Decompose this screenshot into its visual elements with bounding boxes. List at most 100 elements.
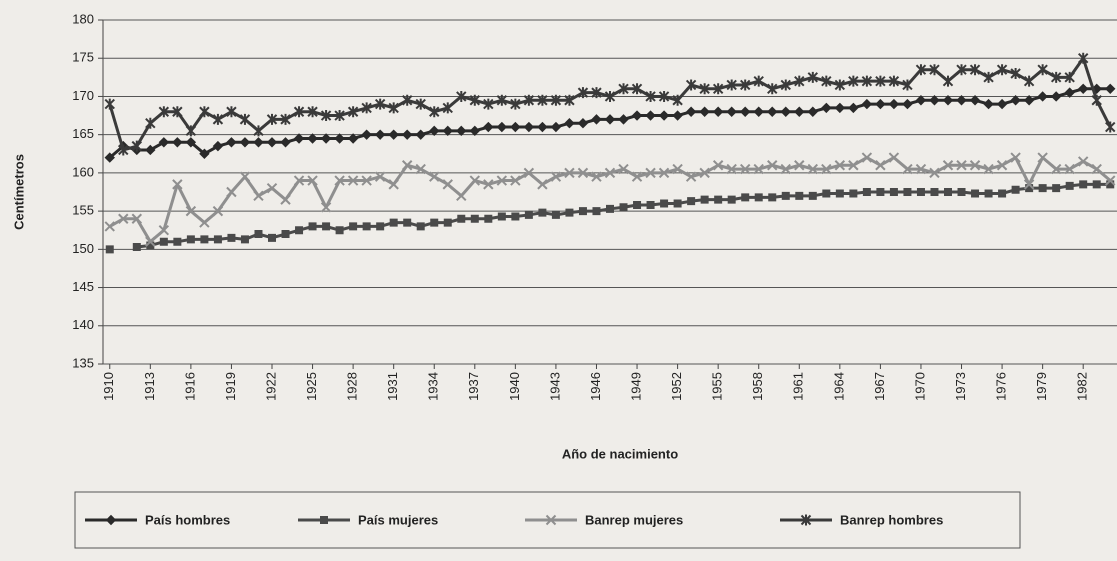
marker <box>658 90 670 102</box>
marker <box>658 167 670 179</box>
marker <box>577 167 589 179</box>
marker <box>523 167 535 179</box>
y-tick-label: 155 <box>72 203 94 218</box>
marker <box>104 98 115 110</box>
y-tick-label: 140 <box>72 317 94 332</box>
marker <box>362 222 371 231</box>
marker <box>266 182 278 194</box>
marker <box>902 79 913 91</box>
marker <box>401 129 413 140</box>
marker <box>807 163 819 175</box>
marker <box>430 218 439 227</box>
marker <box>496 121 508 133</box>
marker <box>550 94 562 106</box>
marker <box>565 208 574 217</box>
marker <box>429 125 440 137</box>
marker <box>739 79 751 91</box>
marker <box>415 163 426 175</box>
marker <box>253 125 264 137</box>
marker <box>389 218 398 227</box>
marker <box>523 121 535 133</box>
marker <box>915 64 927 76</box>
marker <box>753 163 764 175</box>
marker <box>483 98 494 110</box>
marker <box>875 98 886 110</box>
marker <box>834 160 846 171</box>
marker <box>984 189 993 198</box>
y-tick-label: 170 <box>72 88 94 103</box>
marker <box>996 64 1008 76</box>
marker <box>199 217 210 228</box>
marker <box>592 207 601 216</box>
x-tick-label: 1949 <box>628 372 643 401</box>
marker <box>753 106 764 117</box>
marker <box>347 106 359 118</box>
marker <box>861 98 873 110</box>
marker <box>983 71 994 83</box>
marker <box>145 144 156 156</box>
marker <box>199 106 210 118</box>
marker <box>673 199 682 208</box>
marker <box>105 514 117 526</box>
marker <box>631 110 643 121</box>
marker <box>118 213 129 224</box>
marker <box>564 94 575 106</box>
marker <box>1064 71 1075 83</box>
x-tick-label: 1946 <box>588 372 603 401</box>
marker <box>861 75 873 87</box>
y-tick-label: 145 <box>72 279 94 294</box>
marker <box>577 117 589 129</box>
marker <box>1077 52 1089 64</box>
marker <box>456 190 467 202</box>
x-tick-label: 1937 <box>466 372 481 401</box>
marker <box>849 189 858 198</box>
marker <box>226 137 237 148</box>
marker <box>1037 91 1048 102</box>
marker <box>658 110 670 121</box>
marker <box>401 94 413 106</box>
marker <box>754 193 763 202</box>
marker <box>388 179 399 190</box>
marker <box>1010 68 1021 80</box>
x-tick-label: 1919 <box>223 372 238 401</box>
y-tick-label: 175 <box>72 50 94 65</box>
marker <box>1105 175 1116 186</box>
marker <box>1079 180 1088 189</box>
marker <box>442 179 453 190</box>
marker <box>293 106 305 118</box>
marker <box>685 106 697 117</box>
marker <box>822 189 831 198</box>
marker <box>915 163 927 175</box>
marker <box>1023 95 1035 106</box>
marker <box>1023 75 1035 87</box>
marker <box>456 125 467 137</box>
legend-label: País mujeres <box>358 512 438 527</box>
marker <box>199 148 210 159</box>
marker <box>104 152 115 163</box>
marker <box>1091 94 1102 106</box>
marker <box>591 114 602 125</box>
marker <box>902 98 913 110</box>
marker <box>1011 185 1020 194</box>
marker <box>780 163 791 175</box>
marker <box>794 106 805 117</box>
marker <box>158 225 170 236</box>
marker <box>957 188 966 196</box>
marker <box>591 171 602 182</box>
marker <box>862 188 871 196</box>
marker <box>633 200 642 209</box>
marker <box>240 235 249 244</box>
marker <box>794 75 805 87</box>
marker <box>727 195 736 204</box>
marker <box>131 140 143 152</box>
marker <box>983 163 994 175</box>
marker <box>212 113 224 125</box>
marker <box>631 83 643 95</box>
x-tick-label: 1928 <box>345 372 360 401</box>
marker <box>848 102 859 114</box>
marker <box>807 71 819 83</box>
marker <box>807 106 819 117</box>
marker <box>929 64 940 76</box>
marker <box>821 163 832 175</box>
